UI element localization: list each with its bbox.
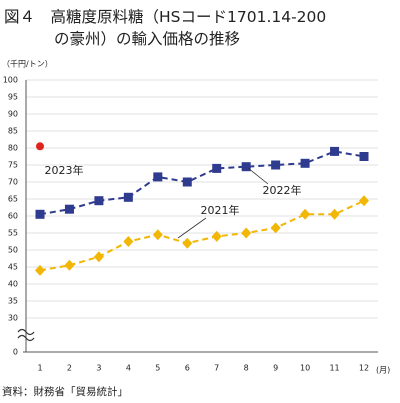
y-tick-label: 55 xyxy=(8,229,18,238)
marker xyxy=(212,163,222,173)
x-tick-label: 4 xyxy=(126,364,131,373)
y-tick-label: 45 xyxy=(8,263,18,272)
axis-break xyxy=(17,334,35,342)
marker xyxy=(94,196,104,206)
marker xyxy=(300,158,310,168)
x-tick-label: 8 xyxy=(244,364,249,373)
y-tick-label: 95 xyxy=(8,93,18,102)
marker xyxy=(93,251,104,263)
marker xyxy=(182,237,193,249)
marker xyxy=(153,172,163,182)
y-tick-label: 100 xyxy=(3,76,18,85)
x-tick-label: 6 xyxy=(185,364,190,373)
marker xyxy=(182,177,192,187)
marker xyxy=(241,162,251,172)
marker xyxy=(36,142,44,151)
series-label: 2021年 xyxy=(201,203,240,217)
marker xyxy=(211,230,222,242)
x-unit: (月) xyxy=(376,366,390,375)
y-tick-label: 50 xyxy=(8,246,18,255)
y-tick-label: 80 xyxy=(8,144,18,153)
y-tick-label: 0 xyxy=(13,348,18,357)
marker xyxy=(35,264,45,276)
x-tick-label: 2 xyxy=(67,364,72,373)
x-tick-label: 5 xyxy=(155,364,160,373)
marker xyxy=(241,227,252,239)
marker xyxy=(270,222,281,234)
y-tick-label: 90 xyxy=(8,110,18,119)
y-unit: （千円/トン） xyxy=(2,59,53,69)
marker xyxy=(359,195,369,207)
x-tick-label: 7 xyxy=(214,364,219,373)
series-label: 2022年 xyxy=(263,183,302,197)
y-tick-label: 85 xyxy=(8,127,18,136)
x-tick-label: 11 xyxy=(329,364,339,373)
x-tick-label: 1 xyxy=(37,364,42,373)
leader-line xyxy=(247,167,269,185)
marker xyxy=(330,146,340,156)
chart-title: の豪州）の輸入価格の推移 xyxy=(54,29,240,48)
marker xyxy=(271,160,281,170)
marker xyxy=(300,208,311,220)
y-tick-label: 65 xyxy=(8,195,18,204)
marker xyxy=(152,229,163,241)
marker xyxy=(123,236,134,247)
marker xyxy=(64,204,74,214)
y-tick-label: 70 xyxy=(8,178,18,187)
marker xyxy=(35,209,45,219)
x-tick-label: 9 xyxy=(273,364,278,373)
x-tick-label: 12 xyxy=(359,364,369,373)
source: 資料：財務省「貿易統計」 xyxy=(2,385,128,398)
marker xyxy=(359,152,369,161)
marker xyxy=(64,259,75,271)
y-tick-label: 75 xyxy=(8,161,18,170)
leader-line xyxy=(177,217,207,239)
x-tick-label: 3 xyxy=(96,364,101,373)
series-line xyxy=(39,150,365,216)
axis-break xyxy=(17,328,35,336)
y-tick-label: 60 xyxy=(8,212,18,221)
x-tick-label: 10 xyxy=(300,364,310,373)
y-tick-label: 40 xyxy=(8,280,18,289)
y-tick-label: 35 xyxy=(8,297,18,306)
series-label: 2023年 xyxy=(45,163,84,177)
marker xyxy=(329,208,340,220)
chart-title: 図４ 高糖度原料糖（HSコード1701.14-200 xyxy=(4,8,326,26)
marker xyxy=(123,192,133,202)
y-tick-label: 30 xyxy=(8,314,18,323)
